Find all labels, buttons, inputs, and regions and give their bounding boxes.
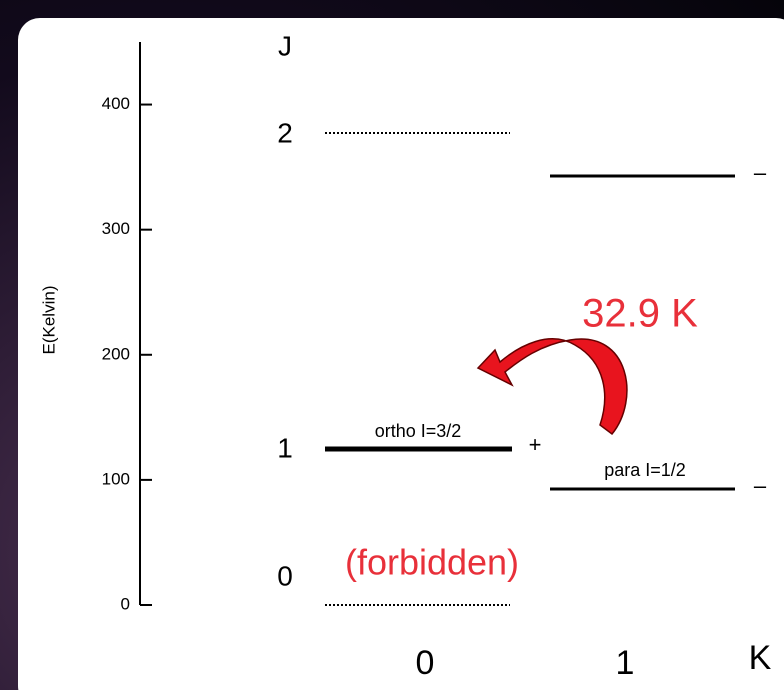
y-tick-label: 100 bbox=[102, 469, 130, 488]
parity: – bbox=[754, 473, 767, 498]
page: 0 100 200 300 400 E(Kelvin) J 2 1 0 ortho I=… bbox=[0, 0, 784, 690]
k-label: K bbox=[749, 639, 772, 677]
parity: + bbox=[529, 432, 542, 457]
j-value: 2 bbox=[277, 117, 293, 148]
para-label: para I=1/2 bbox=[604, 460, 686, 480]
axis-label: E(Kelvin) bbox=[39, 286, 58, 355]
panel bbox=[18, 18, 784, 690]
y-tick-label: 400 bbox=[102, 94, 130, 113]
forbidden-label: (forbidden) bbox=[345, 542, 519, 583]
y-tick-label: 0 bbox=[121, 594, 130, 613]
j-value: 0 bbox=[277, 560, 293, 591]
j-value: 1 bbox=[277, 432, 293, 463]
diagram: 0 100 200 300 400 E(Kelvin) J 2 1 0 ortho I=… bbox=[0, 0, 784, 690]
transition-label: 32.9 K bbox=[582, 292, 698, 336]
j-label: J bbox=[278, 30, 292, 61]
y-tick-label: 200 bbox=[102, 344, 130, 363]
k-value: 0 bbox=[416, 644, 435, 682]
parity: – bbox=[754, 160, 767, 185]
k-value: 1 bbox=[616, 644, 635, 682]
ortho-label: ortho I=3/2 bbox=[375, 421, 462, 441]
y-tick-label: 300 bbox=[102, 219, 130, 238]
